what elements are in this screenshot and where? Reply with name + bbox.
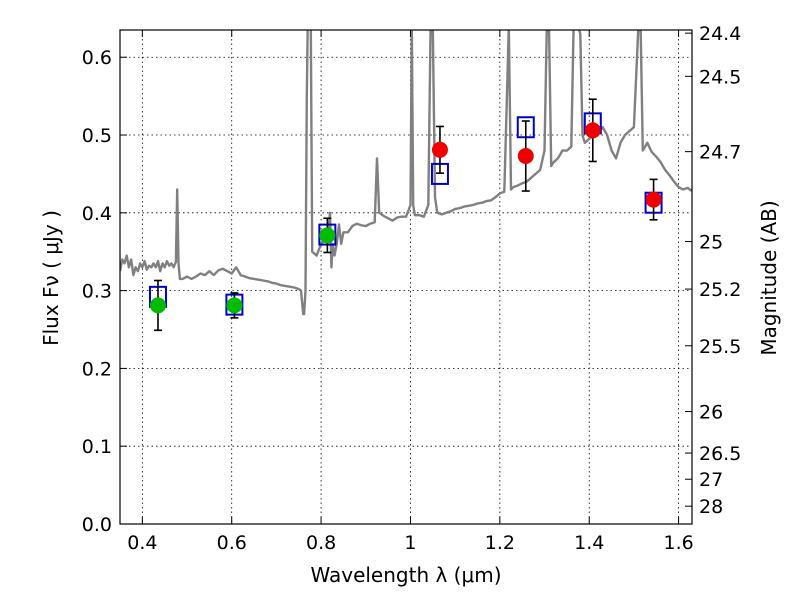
nir-point [431,141,448,158]
model-spectrum [120,30,692,316]
y2-axis-label: Magnitude (AB) [757,200,781,355]
nir-point [517,148,534,165]
y-tick-label: 0.0 [82,514,112,536]
x-tick-label: 0.6 [217,532,247,554]
x-tick-label: 1.6 [663,532,693,554]
y-tick-label: 0.3 [82,281,112,303]
y-tick-label: 0.5 [82,125,112,147]
y2-tick-label: 28 [699,496,723,518]
y2-tick-label: 26 [699,402,723,424]
x-tick-label: 1.2 [485,532,515,554]
y2-tick-label: 25 [699,232,723,254]
y2-tick-label: 27 [699,469,723,491]
optical-point [319,227,336,244]
optical-point [149,297,166,314]
y2-tick-label: 24.5 [699,66,741,88]
nir-point [645,191,662,208]
y-tick-label: 0.4 [82,203,112,225]
spectrum-line [120,30,692,316]
y-axis-label: Flux Fν ( μJy ) [39,210,63,346]
x-tick-label: 1.4 [574,532,604,554]
y2-tick-label: 24.7 [699,142,741,164]
data-markers [148,98,663,332]
x-tick-label: 1 [404,532,416,554]
y2-tick-label: 25.5 [699,336,741,358]
y-tick-label: 0.1 [82,436,112,458]
plot-border [119,29,693,525]
grid-lines [120,30,692,525]
x-tick-label: 0.8 [306,532,336,554]
y-tick-label: 0.2 [82,358,112,380]
x-tick-label: 0.4 [127,532,157,554]
y-tick-label: 0.6 [82,47,112,69]
axis-ticks: 0.4 0.6 0.8 1 1.2 1.4 1.6 0.0 0.1 0.2 0.3 0.4 0.5 0.6… [82,23,742,554]
y2-tick-label: 24.4 [699,23,741,45]
x-axis-label: Wavelength λ (μm) [310,563,501,587]
plot-frame [119,29,693,525]
nir-point [584,122,601,139]
y2-tick-label: 25.2 [699,279,741,301]
y2-tick-label: 26.5 [699,443,741,465]
optical-point [226,297,243,314]
